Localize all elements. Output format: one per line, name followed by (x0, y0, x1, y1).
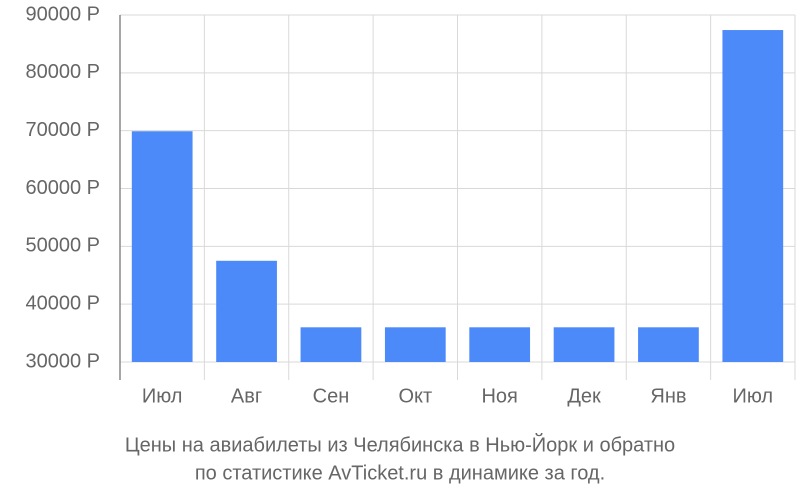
bar (384, 327, 446, 362)
bar (469, 327, 531, 362)
x-tick-label: Ноя (481, 385, 517, 407)
chart-subtitle: по статистике AvTicket.ru в динамике за … (195, 462, 605, 484)
y-tick-label: 30000 Р (25, 350, 100, 372)
x-tick-label: Окт (398, 385, 432, 407)
y-tick-label: 80000 Р (25, 61, 100, 83)
chart-title: Цены на авиабилеты из Челябинска в Нью-Й… (125, 432, 675, 456)
bar (638, 327, 699, 362)
y-tick-label: 40000 Р (25, 292, 100, 314)
bar (722, 30, 784, 362)
x-tick-label: Июл (142, 385, 183, 407)
y-tick-label: 70000 Р (25, 119, 100, 141)
x-tick-label: Авг (231, 385, 262, 407)
y-tick-label: 60000 Р (25, 177, 100, 199)
x-tick-label: Янв (650, 385, 686, 407)
x-tick-label: Дек (567, 385, 601, 407)
bar (216, 260, 277, 362)
bar (300, 327, 362, 362)
bar (553, 327, 615, 362)
y-tick-label: 90000 Р (25, 3, 100, 25)
bar (131, 131, 193, 362)
x-tick-label: Сен (313, 385, 350, 407)
x-tick-label: Июл (733, 385, 774, 407)
y-tick-label: 50000 Р (25, 235, 100, 257)
